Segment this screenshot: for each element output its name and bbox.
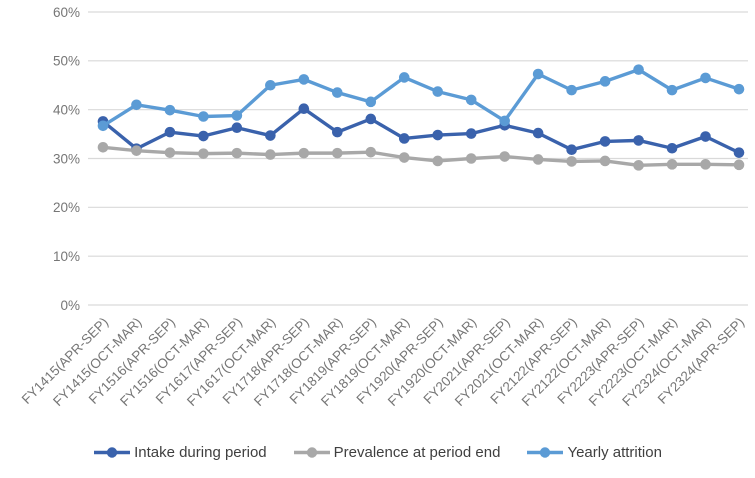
y-axis-tick-label: 60% [53,5,80,20]
data-point-yearly-attrition [131,99,142,111]
data-point-intake-during-period [298,103,310,114]
series-line-prevalence-at-period-end [101,145,741,168]
data-point-intake-during-period [700,131,711,142]
legend-item-prevalence-at-period-end: Prevalence at period end [293,444,501,461]
data-point-prevalence-at-period-end [566,156,577,167]
data-point-prevalence-at-period-end [633,160,644,171]
data-point-prevalence-at-period-end [97,141,109,153]
data-point-prevalence-at-period-end [465,153,477,164]
data-point-yearly-attrition [599,76,611,87]
legend-marker-line-dot-icon [94,447,131,458]
legend-label-prevalence-at-period-end: Prevalence at period end [333,444,501,461]
y-axis-tick-label: 0% [60,298,80,313]
data-point-intake-during-period [198,130,209,142]
y-axis-tick-label: 50% [53,54,80,69]
data-point-prevalence-at-period-end [499,151,510,162]
data-point-prevalence-at-period-end [532,154,544,165]
data-point-prevalence-at-period-end [265,149,276,160]
data-point-intake-during-period [398,133,410,144]
data-point-yearly-attrition [231,110,243,121]
data-point-intake-during-period [164,126,176,138]
data-point-prevalence-at-period-end [231,147,243,159]
data-point-prevalence-at-period-end [365,146,377,158]
line-chart: 0%10%20%30%40%50%60%FY1415(APR-SEP)FY141… [19,5,748,409]
data-point-intake-during-period [432,129,444,141]
data-point-intake-during-period [566,144,577,156]
data-point-yearly-attrition [398,72,410,83]
data-point-intake-during-period [733,147,745,158]
data-point-prevalence-at-period-end [398,152,410,163]
legend-marker-line-dot-icon [527,447,564,458]
data-point-yearly-attrition [97,120,109,132]
data-point-intake-during-period [265,130,276,141]
data-point-prevalence-at-period-end [700,159,711,170]
data-point-yearly-attrition [465,94,477,106]
data-point-yearly-attrition [499,115,510,127]
data-point-yearly-attrition [633,64,644,75]
data-point-prevalence-at-period-end [599,155,611,167]
legend-marker-line-dot-icon [293,447,330,458]
data-point-prevalence-at-period-end [332,147,343,159]
data-point-yearly-attrition [733,83,745,95]
data-point-yearly-attrition [332,87,343,98]
legend-item-intake-during-period: Intake during period [93,444,267,461]
data-point-yearly-attrition [432,86,444,97]
data-point-yearly-attrition [566,84,577,96]
data-point-yearly-attrition [164,104,176,116]
y-axis-tick-label: 20% [53,200,80,215]
legend-label-yearly-attrition: Yearly attrition [567,444,662,461]
data-point-intake-during-period [231,122,243,134]
data-point-yearly-attrition [365,96,377,108]
data-point-yearly-attrition [198,111,209,122]
data-point-prevalence-at-period-end [298,147,310,159]
chart-legend: Intake during period Prevalence at perio… [0,444,755,461]
data-point-intake-during-period [633,135,644,146]
data-point-intake-during-period [532,127,544,139]
y-axis-tick-label: 30% [53,151,80,166]
y-axis-tick-label: 40% [53,102,80,117]
data-point-prevalence-at-period-end [164,147,176,158]
data-point-prevalence-at-period-end [198,148,209,159]
legend-label-intake-during-period: Intake during period [134,444,267,461]
data-point-yearly-attrition [265,79,276,91]
data-point-prevalence-at-period-end [131,145,142,156]
y-axis-tick-label: 10% [53,249,80,264]
data-point-yearly-attrition [298,74,310,85]
data-point-prevalence-at-period-end [666,159,678,170]
data-point-yearly-attrition [700,72,711,84]
data-point-intake-during-period [666,142,678,154]
data-point-prevalence-at-period-end [432,155,444,167]
data-point-intake-during-period [599,136,611,147]
data-point-intake-during-period [332,126,343,138]
series-line-yearly-attrition [101,67,741,128]
data-point-intake-during-period [465,128,477,139]
legend-item-yearly-attrition: Yearly attrition [526,444,662,461]
data-point-yearly-attrition [532,68,544,80]
data-point-prevalence-at-period-end [733,159,745,171]
data-point-intake-during-period [365,113,377,125]
series-line-intake-during-period [101,106,741,155]
data-point-yearly-attrition [666,84,678,96]
